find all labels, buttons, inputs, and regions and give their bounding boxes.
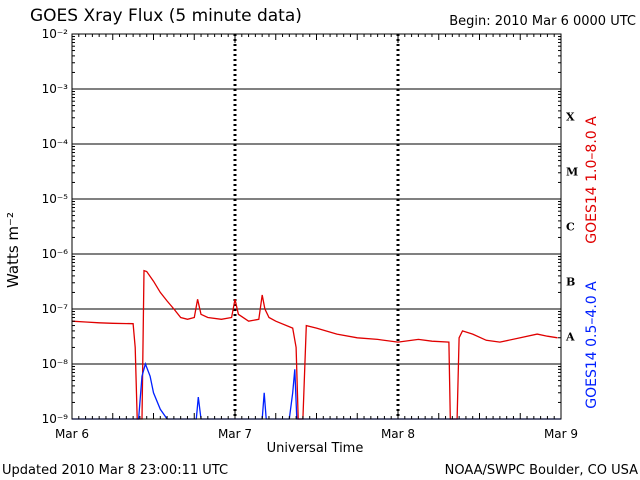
y-tick-label: 10⁻⁸: [42, 357, 69, 371]
series-label-long: GOES14 1.0–8.0 A: [584, 116, 600, 244]
flare-class-label: X: [566, 111, 575, 124]
plot-frame: [71, 33, 562, 420]
y-tick-label: 10⁻²: [42, 27, 69, 41]
grid-layer: [72, 33, 561, 420]
x-tick-label: Mar 7: [218, 427, 252, 441]
flare-class-label: M: [566, 166, 578, 179]
y-tick-label: 10⁻³: [42, 82, 69, 96]
y-tick-label: 10⁻⁶: [42, 247, 69, 261]
series-line-0: [71, 269, 558, 420]
flare-class-label: B: [566, 276, 575, 289]
credit-line: NOAA/SWPC Boulder, CO USA: [444, 463, 638, 478]
y-tick-label: 10⁻⁹: [42, 412, 69, 426]
flare-class-label: A: [565, 331, 575, 344]
updated-timestamp: Updated 2010 Mar 8 23:00:11 UTC: [2, 463, 229, 478]
x-tick-label: Mar 6: [55, 427, 89, 441]
series-line-1: [72, 361, 561, 420]
x-axis-label: Universal Time: [266, 441, 364, 456]
y-tick-label: 10⁻⁷: [42, 302, 69, 316]
chart-title: GOES Xray Flux (5 minute data): [30, 6, 302, 26]
y-tick-label: 10⁻⁵: [42, 192, 69, 206]
y-axis-label: Watts m⁻²: [4, 212, 22, 288]
flare-class-label: C: [566, 221, 575, 234]
series-label-short: GOES14 0.5–4.0 A: [584, 281, 600, 409]
begin-time: Begin: 2010 Mar 6 0000 UTC: [449, 14, 636, 29]
y-tick-label: 10⁻⁴: [42, 137, 69, 151]
x-tick-label: Mar 9: [544, 427, 578, 441]
x-tick-label: Mar 8: [381, 427, 415, 441]
series-layer: [71, 269, 561, 420]
